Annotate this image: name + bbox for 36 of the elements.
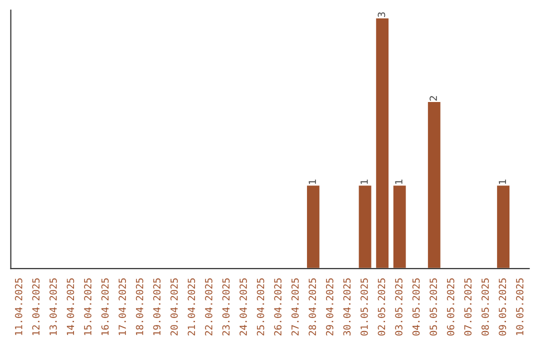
x-tick-label: 24.04.2025 bbox=[240, 278, 247, 336]
x-tick-label: 08.05.2025 bbox=[481, 278, 489, 336]
x-tick-label: 23.04.2025 bbox=[222, 278, 230, 336]
data-label: 2 bbox=[430, 96, 437, 101]
x-tick-label: 27.04.2025 bbox=[291, 278, 299, 336]
x-tick-label: 17.04.2025 bbox=[118, 278, 126, 335]
x-tick-label: 22.04.2025 bbox=[205, 278, 212, 336]
x-tick-label: 13.04.2025 bbox=[49, 278, 57, 335]
x-tick-label: 29.04.2025 bbox=[326, 278, 334, 336]
x-tick-label: 25.04.2025 bbox=[256, 278, 264, 336]
x-tick-label: 05.05.2025 bbox=[430, 278, 438, 336]
x-tick-label: 03.05.2025 bbox=[395, 278, 402, 336]
x-tick-label: 30.04.2025 bbox=[343, 278, 351, 336]
data-label: 1 bbox=[395, 180, 402, 184]
x-tick-label: 16.04.2025 bbox=[101, 278, 109, 335]
x-tick-label: 10.05.2025 bbox=[516, 278, 524, 335]
x-tick-label: 04.05.2025 bbox=[412, 278, 420, 336]
x-tick-label: 01.05.2025 bbox=[360, 278, 368, 336]
data-label: 1 bbox=[360, 180, 368, 184]
x-tick-label: 06.05.2025 bbox=[446, 278, 454, 336]
x-tick-label: 21.04.2025 bbox=[188, 278, 196, 336]
x-tick-label: 28.04.2025 bbox=[308, 278, 316, 336]
x-tick-label: 07.05.2025 bbox=[464, 278, 472, 336]
data-label: 3 bbox=[378, 12, 386, 17]
x-tick-label: 11.04.2025 bbox=[14, 278, 22, 335]
x-tick-label: 09.05.2025 bbox=[498, 278, 506, 336]
x-tick-label: 14.04.2025 bbox=[66, 278, 74, 335]
x-tick-label: 26.04.2025 bbox=[274, 278, 282, 336]
x-tick-label: 02.05.2025 bbox=[378, 278, 386, 336]
x-tick-label: 20.04.2025 bbox=[170, 278, 178, 336]
x-tick-label: 19.04.2025 bbox=[153, 278, 161, 335]
data-label: 1 bbox=[308, 180, 316, 184]
x-tick-label: 12.04.2025 bbox=[32, 278, 40, 335]
x-tick-label: 18.04.2025 bbox=[136, 278, 144, 335]
x-tick-label: 15.04.2025 bbox=[84, 278, 92, 335]
data-label: 1 bbox=[498, 180, 506, 184]
